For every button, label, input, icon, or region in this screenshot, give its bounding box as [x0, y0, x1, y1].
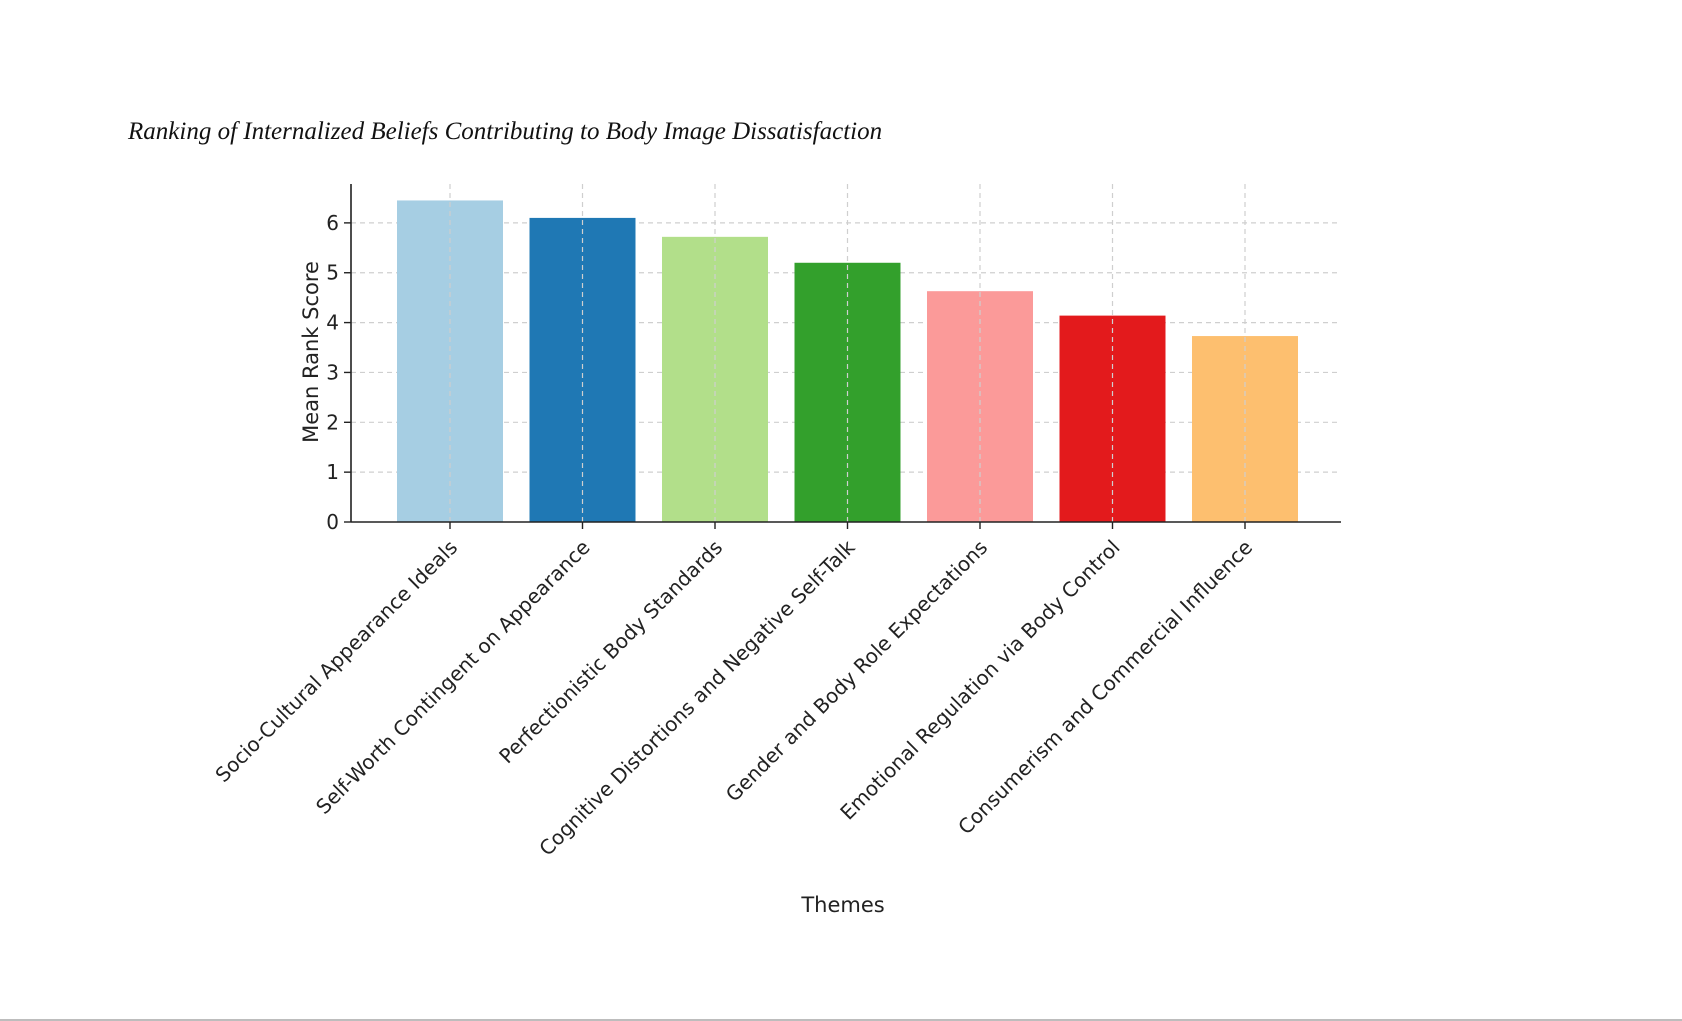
x-axis-label: Themes — [800, 893, 884, 917]
x-tick-layer: Socio-Cultural Appearance IdealsSelf-Wor… — [210, 522, 1257, 860]
y-tick-label: 5 — [326, 261, 339, 285]
x-tick-label: Self-Worth Contingent on Appearance — [311, 535, 595, 819]
x-tick-label: Gender and Body Role Expectations — [721, 535, 992, 806]
x-tick-label: Perfectionistic Body Standards — [494, 535, 727, 768]
y-tick-layer: 0 1 2 3 4 5 6 — [326, 211, 351, 534]
bar — [662, 236, 768, 522]
bar — [927, 291, 1033, 522]
chart-title: Ranking of Internalized Beliefs Contribu… — [128, 118, 883, 145]
y-tick-label: 6 — [326, 211, 339, 235]
y-axis-label: Mean Rank Score — [299, 261, 323, 443]
x-tick-label: Consumerism and Commercial Influence — [953, 535, 1257, 839]
x-tick-label: Cognitive Distortions and Negative Self-… — [534, 535, 860, 861]
y-tick-label: 0 — [326, 510, 339, 534]
y-tick-label: 2 — [326, 410, 339, 434]
y-tick-label: 1 — [326, 460, 339, 484]
x-tick-label: Emotional Regulation via Body Control — [835, 535, 1124, 824]
bar — [397, 200, 503, 522]
y-tick-label: 3 — [326, 360, 339, 384]
window-bottom-border — [0, 1019, 1682, 1021]
x-tick-label: Socio-Cultural Appearance Ideals — [210, 535, 462, 787]
axis-layer — [350, 184, 1341, 523]
y-tick-label: 4 — [326, 311, 339, 335]
